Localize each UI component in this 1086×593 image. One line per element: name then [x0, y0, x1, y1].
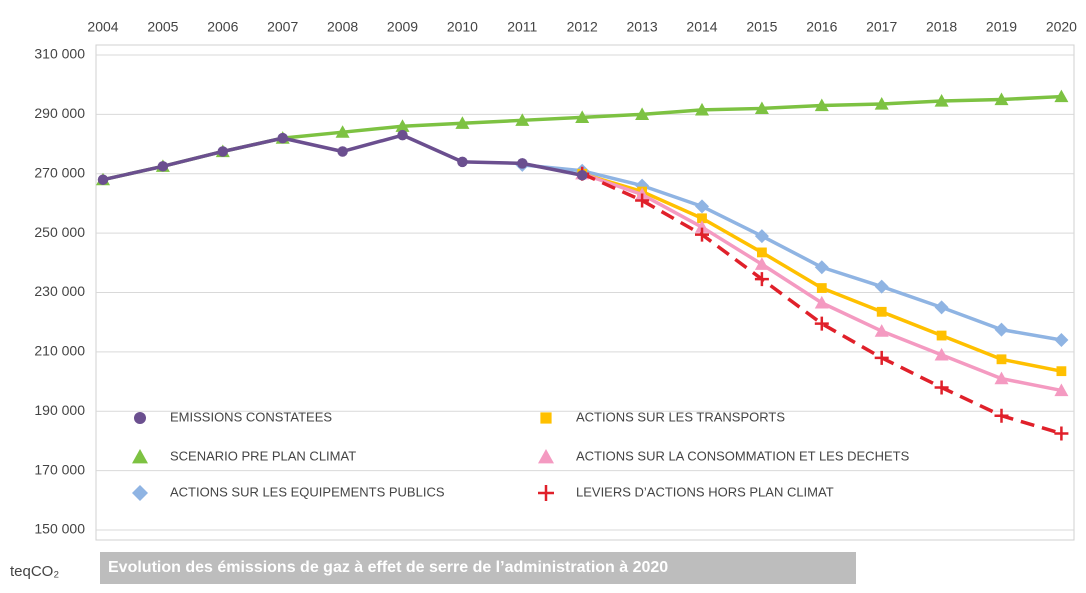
y-tick-label: 170 000 [34, 461, 85, 477]
y-tick-label: 250 000 [34, 224, 85, 240]
marker [1054, 333, 1069, 347]
marker [757, 247, 767, 258]
marker [934, 300, 949, 315]
marker [1054, 426, 1069, 441]
legend-label: ACTIONS SUR LA CONSOMMATION ET LES DECHE… [576, 448, 910, 463]
x-tick-label: 2008 [327, 19, 358, 35]
y-axis-label: teqCO₂ [10, 563, 59, 580]
marker [814, 295, 829, 309]
marker [754, 101, 769, 115]
y-tick-label: 230 000 [34, 283, 85, 299]
marker [876, 306, 887, 317]
marker [695, 227, 709, 242]
marker [538, 449, 554, 464]
marker [277, 132, 288, 144]
marker [134, 412, 146, 424]
marker [397, 129, 408, 141]
y-tick-label: 290 000 [34, 105, 85, 121]
marker [455, 116, 470, 129]
marker [754, 272, 769, 287]
marker [635, 107, 650, 120]
marker [754, 229, 769, 244]
marker [395, 119, 410, 132]
x-tick-label: 2017 [866, 19, 897, 35]
marker [635, 193, 650, 208]
legend-label: SCENARIO PRE PLAN CLIMAT [170, 448, 356, 463]
marker [874, 324, 889, 337]
x-tick-label: 2005 [147, 19, 178, 35]
x-tick-label: 2015 [746, 19, 777, 35]
marker [874, 350, 889, 365]
x-tick-label: 2009 [387, 19, 418, 35]
marker [157, 161, 169, 172]
series-line [581, 172, 1062, 436]
marker [814, 98, 829, 112]
marker [132, 449, 148, 464]
legend-label: ACTIONS SUR LES EQUIPEMENTS PUBLICS [170, 484, 445, 499]
marker [457, 156, 468, 168]
marker [576, 169, 588, 181]
marker [575, 110, 590, 123]
marker [994, 371, 1009, 385]
marker [814, 316, 829, 331]
x-tick-label: 2013 [627, 19, 658, 35]
marker [814, 260, 829, 275]
marker [337, 146, 348, 157]
x-tick-label: 2019 [986, 19, 1017, 35]
x-tick-label: 2011 [507, 19, 537, 35]
x-tick-label: 2007 [267, 19, 298, 35]
x-tick-label: 2004 [87, 19, 118, 35]
x-tick-label: 2014 [686, 19, 717, 35]
series-line [102, 133, 583, 182]
marker [996, 354, 1007, 365]
marker [934, 94, 949, 107]
marker [695, 220, 709, 233]
legend-label: LEVIERS D’ACTIONS HORS PLAN CLIMAT [576, 484, 834, 499]
y-tick-label: 150 000 [34, 521, 85, 537]
legend-label: EMISSIONS CONSTATEES [170, 409, 332, 424]
marker [515, 113, 530, 126]
marker [874, 96, 889, 110]
marker [217, 146, 229, 157]
x-tick-label: 2010 [447, 19, 478, 35]
marker [132, 485, 148, 501]
marker [540, 412, 552, 424]
marker [874, 279, 889, 294]
marker [936, 330, 947, 341]
marker [994, 408, 1009, 423]
x-tick-label: 2018 [926, 19, 957, 35]
y-tick-label: 210 000 [34, 343, 85, 359]
marker [994, 322, 1009, 337]
marker [538, 485, 554, 501]
x-tick-label: 2012 [567, 19, 598, 35]
marker [517, 158, 528, 169]
marker [994, 92, 1009, 106]
title-bar [100, 552, 856, 584]
marker [695, 199, 709, 214]
marker [697, 213, 707, 224]
marker [335, 125, 350, 138]
marker [1054, 89, 1069, 103]
series-line [522, 163, 1062, 342]
marker [816, 283, 827, 293]
marker [1054, 383, 1069, 397]
chart-title: Evolution des émissions de gaz à effet d… [108, 559, 668, 576]
y-tick-label: 190 000 [34, 402, 85, 418]
marker [1056, 366, 1067, 377]
y-tick-label: 270 000 [34, 164, 85, 180]
legend-label: ACTIONS SUR LES TRANSPORTS [576, 409, 785, 424]
marker [934, 347, 949, 361]
marker [695, 102, 709, 116]
x-tick-label: 2020 [1046, 19, 1077, 35]
x-tick-label: 2006 [207, 19, 238, 35]
y-tick-label: 310 000 [34, 46, 85, 62]
marker [934, 380, 949, 395]
marker [754, 257, 769, 270]
marker [97, 174, 109, 185]
x-tick-label: 2016 [806, 19, 837, 35]
